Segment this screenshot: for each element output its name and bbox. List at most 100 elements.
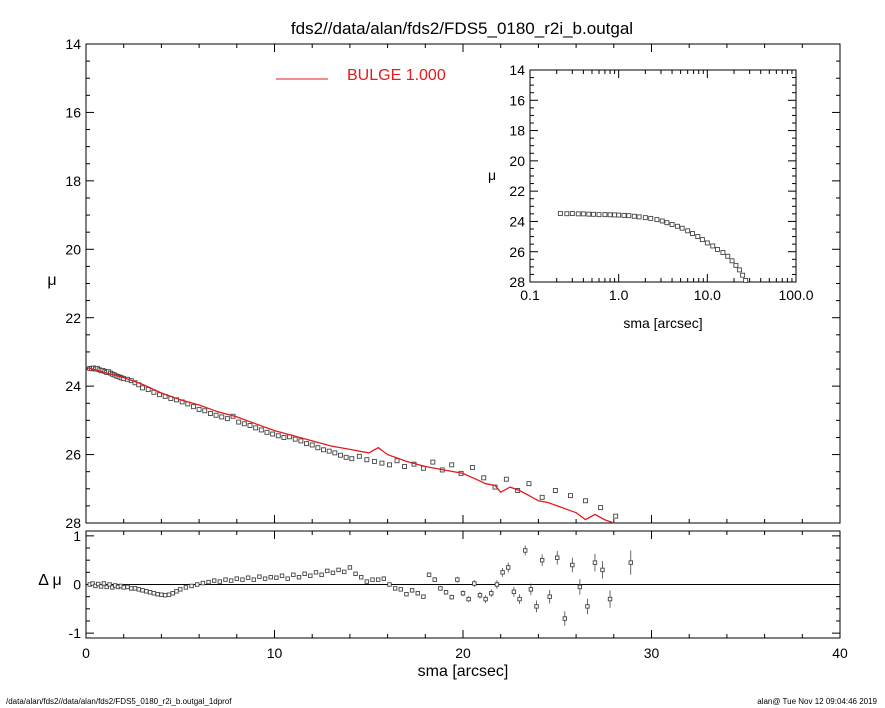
data-point [421,594,426,599]
data-point [409,588,415,593]
x-axis-label: sma [arcsec] [418,663,509,680]
main-y-axis-label: μ [47,272,56,289]
data-point [200,580,206,586]
data-point [404,592,409,597]
data-point [291,572,296,577]
data-point [526,481,532,487]
data-point [472,581,477,586]
data-point [268,575,273,580]
data-point [669,222,675,227]
y-tick-label: 14 [509,62,525,78]
data-point [664,220,670,226]
data-point [674,223,680,229]
data-point [642,215,648,221]
data-point [612,212,618,218]
data-point [125,584,130,590]
data-point [438,586,443,591]
data-point [129,586,134,591]
data-point [211,578,217,583]
inset-y-axis-label: μ [488,167,496,183]
data-point [679,225,685,231]
data-point [654,217,660,223]
data-point [598,505,604,511]
data-point [343,454,349,460]
data-point [253,425,259,431]
data-point [469,465,475,471]
data-point [506,565,511,570]
data-point [449,462,455,468]
data-point [449,594,454,600]
data-point [321,447,326,453]
data-point [356,453,362,459]
data-point [183,585,189,590]
data-point [275,433,281,439]
data-point [257,574,262,579]
data-point [245,575,251,580]
data-point [240,577,245,582]
data-point [394,458,400,464]
data-point [104,584,109,590]
data-point [648,215,654,221]
data-point [270,431,276,437]
data-point [308,573,313,578]
residual-plot: sma [arcsec] Δ μ 0 10 20 30 40-101 [38,528,848,680]
data-point [460,591,466,596]
data-point [274,575,279,580]
data-point [136,587,141,592]
y-tick-label: 26 [509,244,525,260]
y-tick-label: 20 [65,241,81,257]
data-point [607,596,613,602]
data-point [170,591,175,596]
data-point [151,389,157,395]
data-point [178,587,183,592]
data-point [213,412,219,418]
data-point [552,488,558,493]
data-point [223,577,228,582]
data-point [98,584,104,589]
data-point [309,442,315,448]
inset-plot: sma [arcsec] μ 0.1 1.0 10.0 100.0 14 16 18 20 22… [488,62,814,331]
data-point [342,569,347,575]
data-point [147,590,153,595]
data-point [580,211,586,217]
data-point [325,568,330,574]
data-point [733,262,739,268]
y-tick-label: 22 [509,183,525,199]
data-point [101,581,107,586]
y-tick-label: 20 [509,153,525,169]
inset-x-axis-label: sma [arcsec] [623,315,702,331]
data-point [207,411,213,416]
y-tick-label: 0 [73,577,81,593]
data-point [569,211,575,217]
data-point [132,586,138,591]
data-point [534,604,539,609]
data-point [202,408,208,414]
data-point [564,211,570,217]
data-point [247,423,253,428]
data-point [710,243,716,249]
data-point [477,593,483,598]
y-tick-label: 16 [509,92,525,108]
data-point [577,584,583,590]
data-point [607,212,613,218]
y-tick-label: -1 [69,625,82,641]
data-point [162,593,168,598]
data-point [555,555,560,560]
data-point [398,587,403,592]
x-tick-label: 20 [455,645,471,661]
data-point [281,435,287,440]
x-tick-label: 100.0 [778,287,813,303]
data-point [483,596,488,602]
data-point [494,582,500,587]
data-point [262,576,268,581]
data-point [140,588,145,593]
data-point [626,213,632,219]
data-point [349,456,355,462]
data-point [196,406,202,412]
data-point [292,436,298,442]
data-point [714,246,720,252]
data-point [699,237,705,243]
data-point [304,441,309,447]
data-point [140,385,146,391]
data-point [720,250,726,255]
